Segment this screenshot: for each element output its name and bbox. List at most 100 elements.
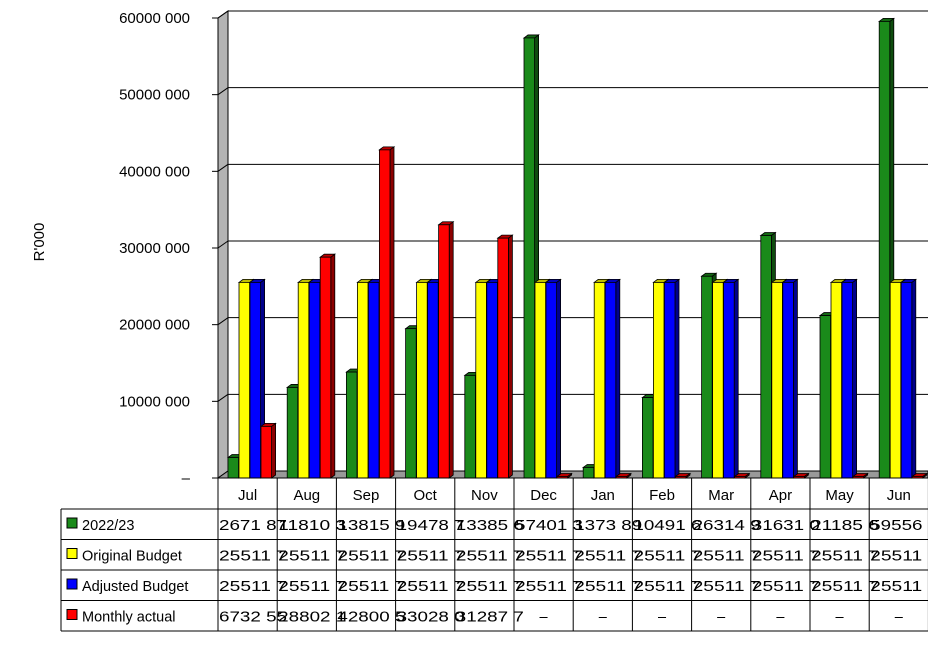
gridline-depth [217,240,229,249]
bar-feb-3 [674,472,692,479]
table-cell: 25511 7 [278,579,346,595]
table-cell: – [540,610,549,626]
table-cell: – [836,610,845,626]
table-cell: 25511 7 [752,579,820,595]
x-tick-label: Apr [769,487,792,504]
y-tick-label: – [182,470,191,487]
table-cell: – [658,610,667,626]
table-cell: – [717,610,726,626]
table-cell: 25511 7 [515,579,583,595]
table-cell: 42800 5 [337,610,405,626]
gridline-depth [217,393,229,402]
bar-apr-3 [792,472,810,479]
bar-jul-3 [259,422,277,479]
y-tick-label: 40000 000 [119,163,190,180]
x-tick-label: Sep [353,487,380,504]
bar-may-3 [851,472,869,479]
legend-swatch [66,548,78,559]
bar-nov-3 [496,234,514,479]
gridline-depth [217,163,229,172]
table-cell: 26314 9 [693,518,761,534]
table-cell: 13815 9 [337,518,405,534]
bar-jan-2 [604,278,621,479]
gridlines [217,10,928,402]
bar-mar-2 [722,278,740,479]
table-cell: 11810 3 [278,518,346,534]
table-cell: 25511 7 [515,549,583,565]
bar-dec-2 [544,278,562,479]
table-cell: 25511 7 [337,549,405,565]
table-cell: 59556 5 [870,518,928,534]
table-cell: 13385 6 [456,518,524,534]
table-cell: 10491 6 [633,518,701,534]
table-cell: 25511 7 [456,579,524,595]
table-cell: 2671 87 [219,518,287,534]
y-axis: – 10000 000 20000 000 30000 000 40000 000 500… [31,10,219,487]
legend-label: 2022/23 [82,518,134,534]
bar-aug-3 [319,253,336,479]
bar-sep-3 [378,146,396,479]
y-tick-label: 10000 000 [119,393,190,410]
bar-apr-2 [781,278,799,479]
gridline-depth [217,10,229,19]
table-cell: 31287 7 [456,610,524,626]
legend-label: Adjusted Budget [82,579,188,595]
x-tick-label: Nov [471,487,498,504]
x-tick-label: Mar [708,487,734,504]
bar-mar-3 [733,472,751,479]
bar-feb-2 [663,278,681,479]
table-cell: 19478 7 [397,518,465,534]
table-cell: 25511 7 [397,579,465,595]
table-cell: 1373 89 [574,518,642,534]
table-cell: 25511 7 [633,549,701,565]
table-cell: 25511 7 [278,549,346,565]
legend-swatch [66,609,78,620]
x-tick-label: Jul [238,487,257,504]
table-cell: 25511 7 [693,579,761,595]
gridline-depth [217,317,229,326]
bar-jun-3 [911,472,928,479]
y-tick-label: 60000 000 [119,10,190,27]
x-tick-label: Jun [887,487,911,504]
y-tick-label: 50000 000 [119,87,190,104]
table-cell: 6732 55 [219,610,287,626]
bar-jan-3 [615,472,632,479]
table-cell: 25511 7 [337,579,405,595]
y-tick-label: 20000 000 [119,317,190,334]
table-cell: 33028 0 [397,610,465,626]
table-cell: 57401 3 [515,518,583,534]
x-tick-label: Dec [530,487,557,504]
table-cell: 25511 7 [219,579,287,595]
x-tick-label: Feb [649,487,675,504]
legend-label: Monthly actual [82,610,176,626]
table-cell: 31631 0 [752,518,820,534]
table-cell: 21185 6 [811,518,879,534]
table-cell: 25511 7 [752,549,820,565]
gridline-depth [217,87,229,96]
x-tick-label: May [825,487,854,504]
legend-swatch [66,578,78,590]
legend-swatch [66,517,78,529]
bar-oct-3 [437,220,455,479]
table-cell: 25511 7 [456,549,524,565]
table-cell: 25511 7 [219,549,287,565]
table-cell: 25511 7 [574,579,642,595]
x-tick-label: Oct [414,487,438,504]
bar-may-2 [840,278,858,479]
bar-jun-2 [900,278,917,479]
table-cell: – [895,610,904,626]
table-cell: 25511 7 [397,549,465,565]
table-cell: 25511 5 [870,549,928,565]
table-cell: – [776,610,785,626]
y-tick-label: 30000 000 [119,240,190,257]
table-cell: 25511 7 [574,549,642,565]
table-cell: – [599,610,608,626]
x-tick-label: Aug [293,487,320,504]
x-tick-label: Jan [591,487,615,504]
table-cell: 25511 7 [811,549,879,565]
table-cell: 25511 7 [693,549,761,565]
table-cell: 25511 7 [633,579,701,595]
table-cell: 28802 1 [278,610,346,626]
legend-label: Original Budget [82,549,182,565]
